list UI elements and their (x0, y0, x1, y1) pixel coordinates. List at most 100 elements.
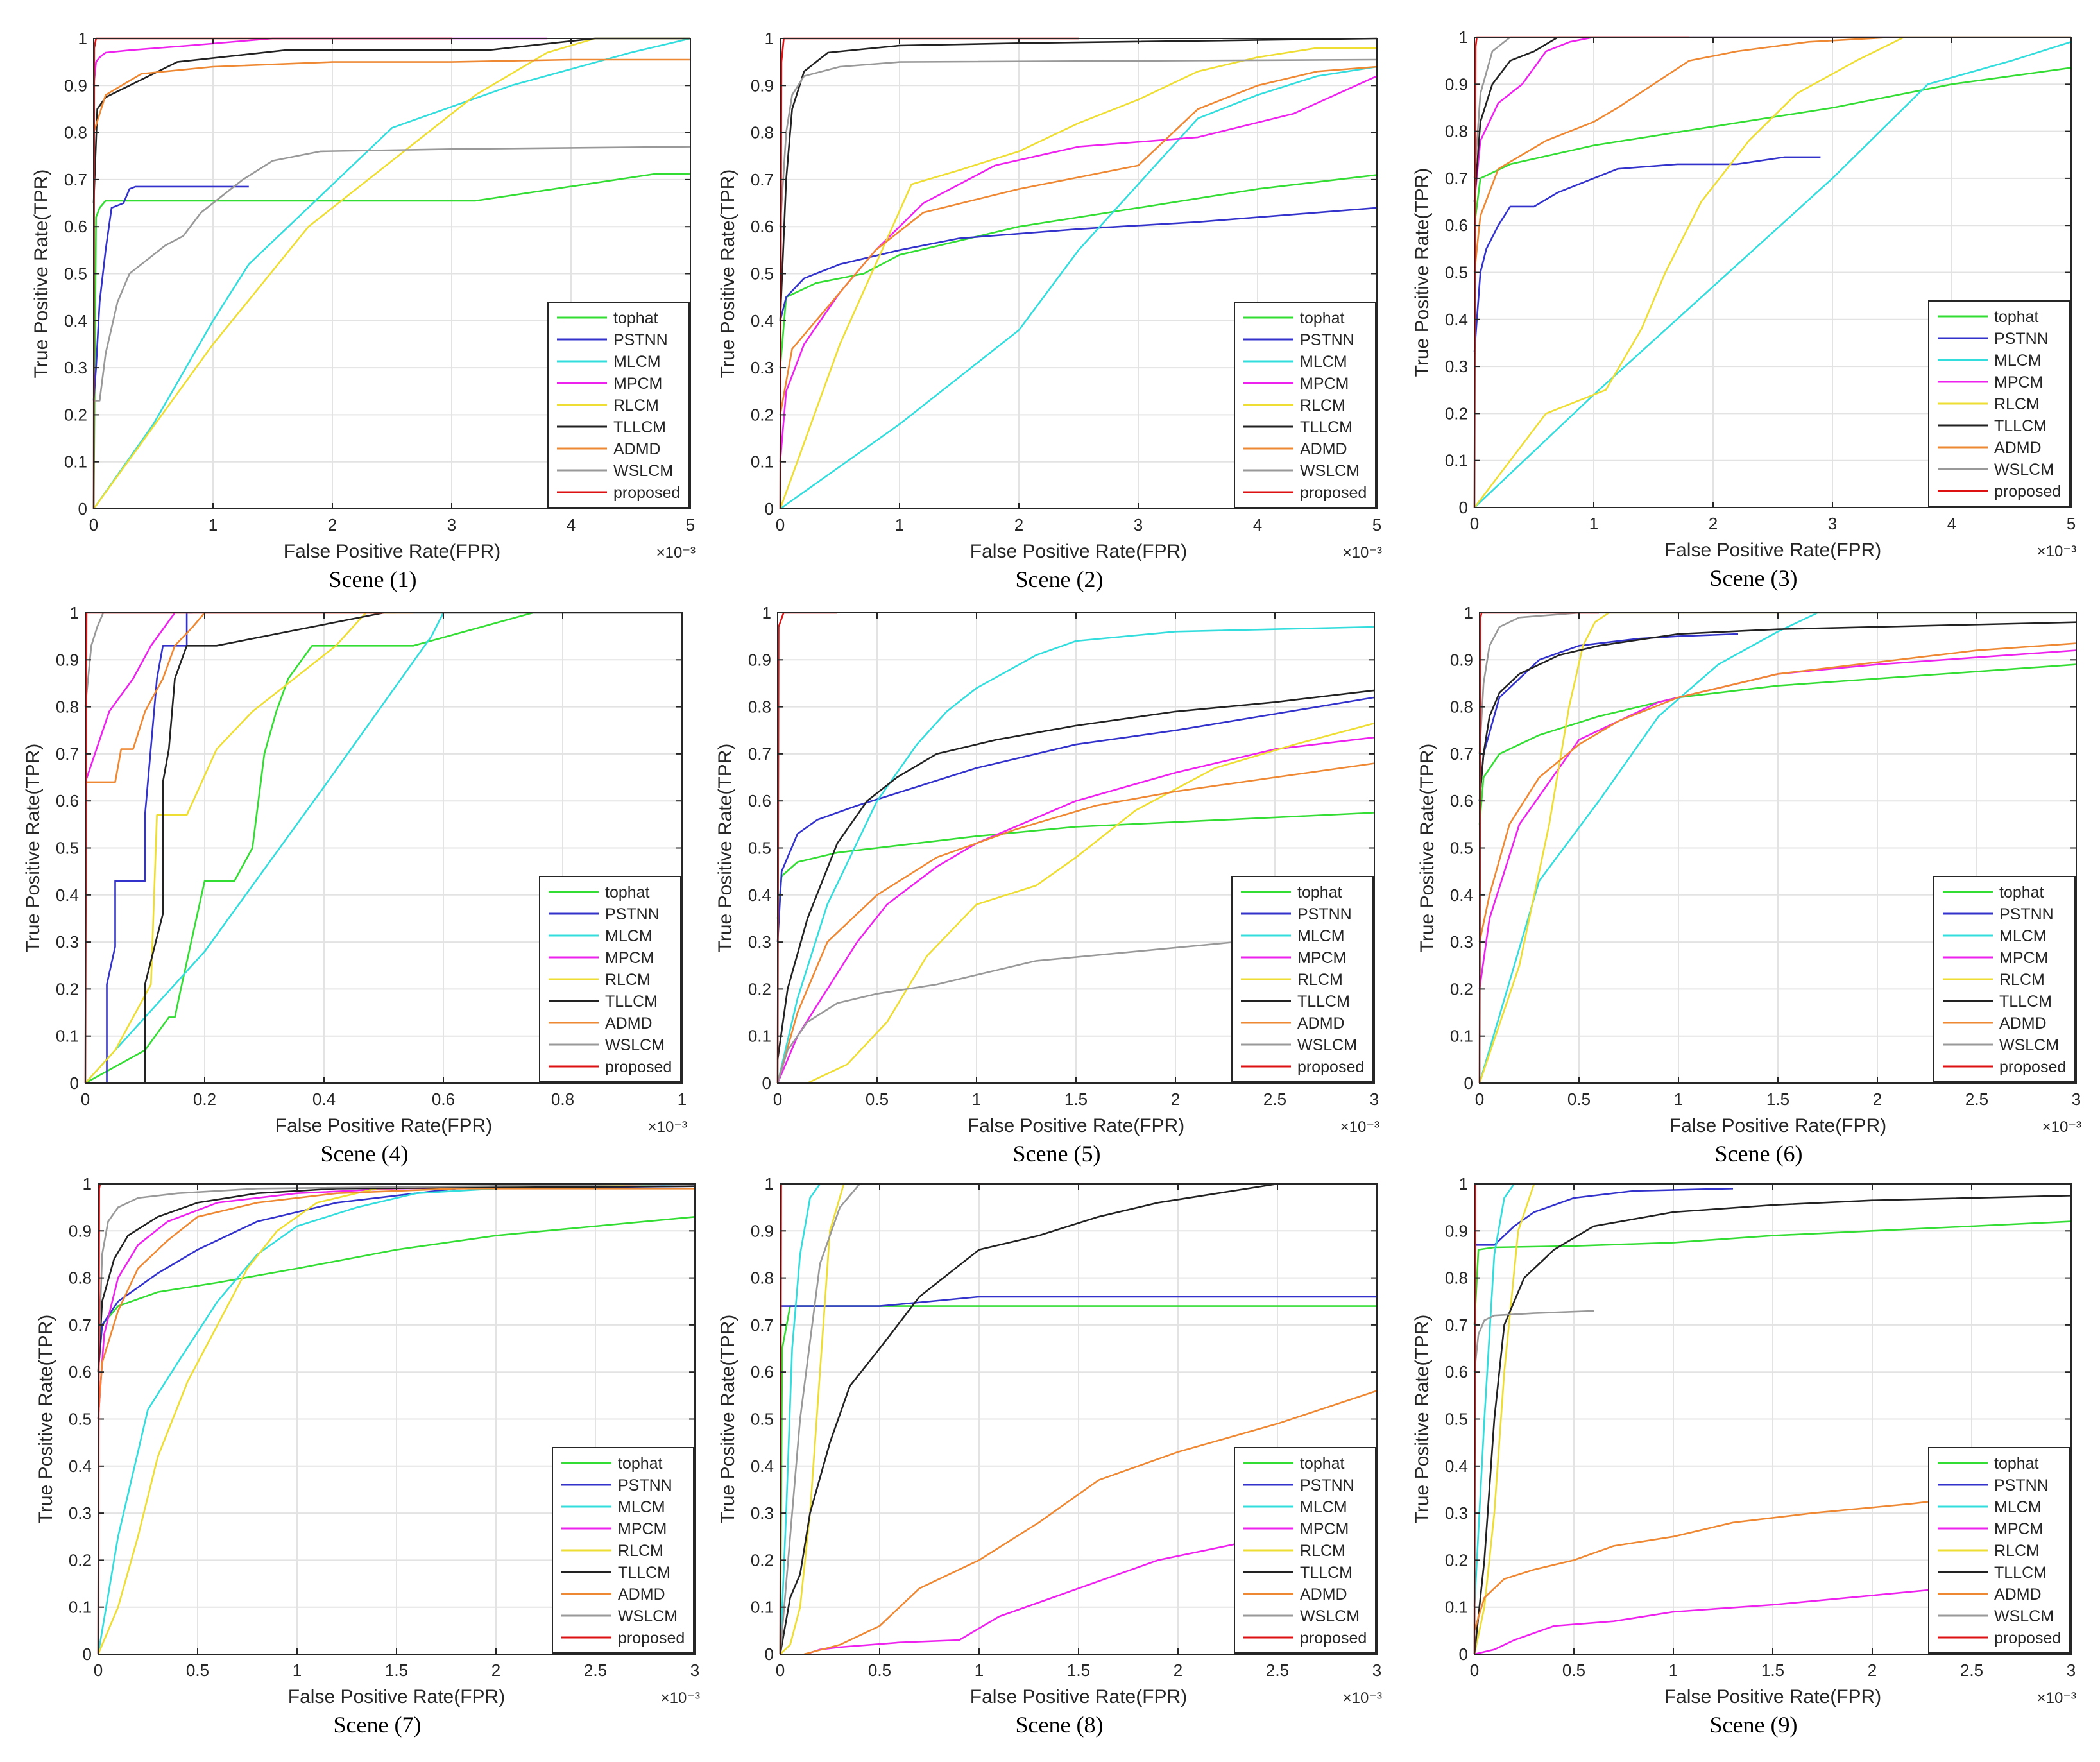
y-tick-label: 0.1 (56, 1027, 79, 1046)
y-tick-label: 0.5 (69, 1410, 92, 1429)
x-tick-label: 2.5 (1266, 1661, 1289, 1680)
y-tick-label: 0.3 (1445, 1503, 1468, 1523)
y-tick-label: 0.6 (748, 791, 771, 810)
series-line-admd (1478, 642, 2077, 943)
x-tick-label: 0.5 (866, 1090, 889, 1109)
x-tick-label: 5 (1372, 515, 1381, 535)
x-axis-label: False Positive Rate(FPR) (275, 1115, 492, 1136)
x-tick-label: 2.5 (1960, 1661, 1983, 1680)
series-line-tllcm (97, 1185, 696, 1373)
y-tick-label: 0.8 (1445, 1269, 1468, 1288)
y-tick-label: 0.6 (69, 1362, 92, 1381)
legend-label: MLCM (613, 353, 661, 371)
roc-panel-3: 0 1 2 3 4 5 0 0.1 0.2 0.3 0.4 0.5 0.6 0.7 0.8 0.9 1 ×10⁻³… (1412, 28, 2076, 591)
legend-label: proposed (1300, 1629, 1367, 1647)
x-tick-label: 0.2 (193, 1090, 216, 1109)
x-tick-label: 0.6 (432, 1090, 455, 1109)
y-axis-label: True Positive Rate(TPR) (22, 744, 44, 953)
legend-label: tophat (1999, 884, 2044, 902)
series-line-tllcm (779, 37, 1378, 321)
y-tick-label: 0.5 (1445, 1410, 1468, 1429)
legend-label: proposed (1300, 484, 1367, 502)
scene-caption: Scene (8) (1016, 1712, 1104, 1738)
x-tick-label: 3 (1370, 1090, 1379, 1109)
y-axis-label: True Positive Rate(TPR) (1417, 744, 1438, 953)
y-tick-label: 0.7 (748, 744, 771, 764)
legend-label: TLLCM (1999, 993, 2052, 1011)
y-tick-label: 1 (78, 29, 87, 48)
series-line-wslcm (1473, 1310, 1594, 1373)
series-line-admd (779, 65, 1378, 415)
x-tick-label: 1 (972, 1090, 981, 1109)
x-tick-label: 0.4 (312, 1090, 336, 1109)
y-tick-label: 0.5 (751, 264, 774, 284)
legend-label: WSLCM (605, 1036, 665, 1054)
x-tick-label: 1.5 (1761, 1661, 1784, 1680)
y-tick-label: 0.1 (748, 1027, 771, 1046)
y-tick-label: 0.8 (1450, 697, 1473, 717)
series-line-tllcm (779, 1183, 1377, 1655)
series-line-tophat (92, 173, 690, 509)
x-tick-label: 0 (776, 1661, 785, 1680)
x-tick-label: 0 (89, 515, 98, 535)
x-axis-label: False Positive Rate(FPR) (1664, 540, 1881, 561)
scene-caption: Scene (5) (1013, 1141, 1101, 1167)
y-tick-label: 0.6 (64, 217, 87, 236)
legend-label: PSTNN (1297, 905, 1352, 923)
y-tick-label: 0 (78, 499, 87, 518)
legend-label: proposed (613, 484, 680, 502)
y-tick-label: 0.1 (1445, 1598, 1468, 1617)
y-tick-label: 0.5 (748, 839, 771, 858)
roc-panel-6: 0 0.5 1 1.5 2 2.5 3 0 0.1 0.2 0.3 0.4 0.5 0.6 0.7 0.8 0.… (1417, 603, 2081, 1167)
y-tick-label: 0.8 (748, 697, 771, 717)
legend-label: ADMD (613, 440, 661, 458)
y-axis-label: True Positive Rate(TPR) (715, 744, 736, 953)
y-tick-label: 1 (765, 29, 774, 48)
y-tick-label: 0.3 (751, 1503, 774, 1523)
y-tick-label: 0.8 (64, 123, 87, 142)
y-tick-label: 0.6 (751, 217, 774, 236)
legend-label: RLCM (613, 397, 659, 415)
series-line-admd (803, 1390, 1378, 1655)
x-tick-label: 1.5 (1766, 1090, 1789, 1109)
legend-label: PSTNN (1994, 330, 2049, 348)
x-axis-label: False Positive Rate(FPR) (968, 1115, 1184, 1136)
y-tick-label: 0.7 (1445, 1315, 1468, 1335)
series-line-tllcm (1478, 621, 2077, 801)
legend-label: tophat (605, 884, 650, 902)
roc-panel-4: 0 0.2 0.4 0.6 0.8 1 0 0.1 0.2 0.3 0.4 0.5 0.6 0.7 0.8 0… (22, 603, 687, 1167)
x-tick-label: 2 (1174, 1661, 1182, 1680)
y-tick-label: 0.2 (56, 979, 79, 998)
y-tick-label: 0.9 (1445, 1221, 1468, 1240)
series-line-pstnn (92, 185, 249, 401)
legend-label: MLCM (1999, 927, 2047, 945)
x-tick-label: 0 (1475, 1090, 1484, 1109)
legend-label: tophat (1994, 1455, 2039, 1473)
legend-label: proposed (1999, 1058, 2066, 1076)
series-line-admd (92, 58, 690, 133)
y-tick-label: 0 (765, 499, 774, 518)
legend-label: ADMD (605, 1014, 653, 1032)
y-tick-label: 0.8 (1445, 122, 1468, 141)
series-line-admd (97, 1188, 695, 1419)
y-tick-label: 1 (1459, 1174, 1468, 1193)
legend: tophat PSTNN MLCM MPCM RLCM TLLCM ADMD WSLCM pro… (547, 302, 690, 508)
series-line-pstnn (1473, 156, 1821, 353)
roc-panel-9: 0 0.5 1 1.5 2 2.5 3 0 0.1 0.2 0.3 0.4 0.5 0.6 0.7 0.8 0.… (1412, 1174, 2076, 1738)
legend-label: MPCM (1300, 1520, 1349, 1538)
legend: tophat PSTNN MLCM MPCM RLCM TLLCM ADMD WSLCM pro… (1928, 300, 2070, 507)
y-tick-label: 0.4 (751, 1457, 774, 1476)
series-line-mlcm (776, 626, 1375, 1084)
x-axis-exponent: ×10⁻³ (661, 1689, 700, 1707)
legend-label: RLCM (618, 1542, 663, 1560)
series-line-wslcm (97, 1183, 696, 1373)
legend-label: MLCM (1994, 1498, 2042, 1516)
legend-label: proposed (1297, 1058, 1364, 1076)
series-line-tophat (1473, 1220, 2072, 1325)
legend-label: TLLCM (613, 418, 666, 436)
x-tick-label: 3 (447, 515, 456, 535)
series-line-pstnn (1478, 633, 1739, 801)
legend-label: WSLCM (1994, 461, 2054, 479)
x-tick-label: 4 (1947, 514, 1956, 533)
